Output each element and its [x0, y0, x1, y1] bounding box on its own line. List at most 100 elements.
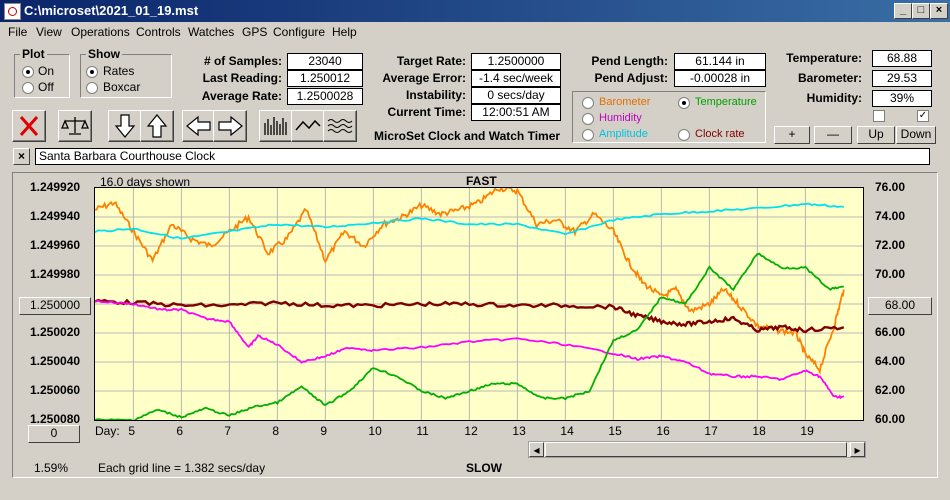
line-view-button[interactable] [291, 110, 325, 142]
percent-readout: 1.59% [34, 461, 69, 475]
horizontal-scrollbar[interactable]: ◂ ▸ [528, 441, 866, 458]
chart-panel [12, 172, 938, 478]
plot-group-title: Plot [20, 47, 47, 61]
series-line-barometer [94, 185, 845, 376]
show-group: Show [80, 47, 172, 98]
menu-controls[interactable]: Controls [136, 25, 181, 39]
y-right-tick-label: 72.00 [875, 238, 906, 252]
current-time-value: 12:00:51 AM [471, 104, 561, 121]
y-right-tick-label: 66.00 [875, 325, 906, 339]
y-right-tick-label: 60.00 [875, 412, 906, 426]
average-error-label: Average Error: [382, 71, 466, 85]
plot-off-label: Off [38, 80, 54, 94]
option-checkbox-2[interactable]: ✓ [917, 110, 929, 122]
down-button[interactable]: Down [896, 126, 936, 144]
grid-note: Each grid line = 1.382 secs/day [98, 461, 266, 475]
window-title: C:\microset\2021_01_19.mst [24, 3, 199, 18]
last-reading-value: 1.250012 [287, 70, 363, 87]
sensor-amplitude-label: Amplitude [599, 128, 648, 140]
menu-file[interactable]: File [8, 25, 28, 39]
temperature-label: Temperature: [786, 51, 862, 65]
humidity-value: 39% [872, 90, 932, 107]
plot-group: Plot [14, 47, 70, 98]
zero-button[interactable]: 0 [28, 425, 80, 443]
series-line-amplitude [94, 202, 844, 240]
day-axis-label: Day: [95, 424, 120, 438]
y-left-tick-label: 1.249940 [30, 209, 81, 223]
barometer-label: Barometer: [797, 71, 862, 85]
close-icon[interactable]: × [930, 3, 948, 19]
plot-area [94, 185, 864, 422]
y-right-tick-label: 62.00 [875, 383, 906, 397]
balance-button[interactable] [58, 110, 92, 142]
show-boxcar-radio[interactable] [86, 82, 98, 94]
sensor-clockrate-label: Clock rate [695, 128, 745, 140]
plot-off-radio[interactable] [22, 82, 34, 94]
series-line-temperature [94, 252, 844, 422]
series-line-humidity [94, 299, 845, 400]
y-left-tick-label: 1.250060 [30, 383, 81, 397]
menu-watches[interactable]: Watches [188, 25, 235, 39]
menu-bar: File View Operations Controls Watches GP… [0, 22, 950, 42]
minus-button[interactable]: — [814, 126, 852, 144]
sensor-select-panel [572, 91, 766, 143]
pend-length-value: 61.144 in [674, 53, 766, 70]
up-arrow-button[interactable] [140, 110, 174, 142]
instability-value: 0 secs/day [471, 87, 561, 104]
plot-on-radio[interactable] [22, 66, 34, 78]
days-shown: 16.0 days shown [100, 175, 191, 189]
menu-configure[interactable]: Configure [273, 25, 326, 39]
x-tick-label: 15 [608, 424, 622, 438]
line-chart-icon [295, 119, 321, 131]
x-tick-label: 7 [224, 424, 232, 438]
scroll-left-icon[interactable]: ◂ [529, 442, 544, 457]
rate-reference-button[interactable]: 1.250000 [19, 297, 91, 315]
x-tick-label: 6 [176, 424, 184, 438]
average-rate-value: 1.2500028 [287, 88, 363, 105]
clear-clock-button[interactable]: × [13, 148, 30, 165]
sensor-amplitude-radio[interactable] [582, 129, 594, 141]
bars-view-button[interactable] [259, 110, 293, 142]
up-button[interactable]: Up [857, 126, 895, 144]
target-rate-value: 1.2500000 [471, 53, 561, 70]
sensor-barometer-radio[interactable] [582, 97, 594, 109]
scroll-right-icon[interactable]: ▸ [850, 442, 865, 457]
menu-view[interactable]: View [36, 25, 62, 39]
samples-label: # of Samples: [203, 54, 282, 68]
pend-adjust-value: -0.00028 in [674, 70, 766, 87]
fast-label: FAST [466, 174, 497, 188]
left-arrow-button[interactable] [182, 110, 216, 142]
scroll-thumb[interactable] [545, 442, 847, 457]
maximize-icon[interactable]: □ [912, 3, 930, 19]
stop-button[interactable] [12, 110, 46, 142]
show-rates-radio[interactable] [86, 66, 98, 78]
menu-operations[interactable]: Operations [71, 25, 130, 39]
sensor-temperature-radio[interactable] [678, 97, 690, 109]
menu-help[interactable]: Help [332, 25, 357, 39]
sensor-clockrate-radio[interactable] [678, 129, 690, 141]
red-x-icon [19, 116, 39, 136]
minimize-icon[interactable]: _ [894, 3, 912, 19]
menu-gps[interactable]: GPS [242, 25, 268, 39]
clock-name-field[interactable]: Santa Barbara Courthouse Clock [35, 148, 930, 165]
y-left-tick-label: 1.250040 [30, 354, 81, 368]
plus-button[interactable]: + [774, 126, 810, 144]
y-left-tick-label: 1.250080 [30, 412, 81, 426]
temperature-reference-button[interactable]: 68.00 [868, 297, 932, 315]
barometer-value: 29.53 [872, 70, 932, 87]
x-tick-label: 11 [416, 424, 429, 438]
x-tick-label: 12 [464, 424, 478, 438]
y-right-tick-label: 64.00 [875, 354, 906, 368]
sensor-temperature-label: Temperature [695, 96, 757, 108]
sensor-humidity-label: Humidity [599, 112, 642, 124]
down-arrow-icon [114, 114, 136, 138]
option-checkbox-1[interactable] [873, 110, 885, 122]
down-arrow-button[interactable] [108, 110, 142, 142]
x-tick-label: 5 [128, 424, 136, 438]
sensor-humidity-radio[interactable] [582, 113, 594, 125]
wave-view-button[interactable] [323, 110, 357, 142]
series-line-clock-rate [94, 298, 845, 334]
y-left-tick-label: 1.249960 [30, 238, 81, 252]
right-arrow-button[interactable] [213, 110, 247, 142]
y-right-tick-label: 74.00 [875, 209, 906, 223]
